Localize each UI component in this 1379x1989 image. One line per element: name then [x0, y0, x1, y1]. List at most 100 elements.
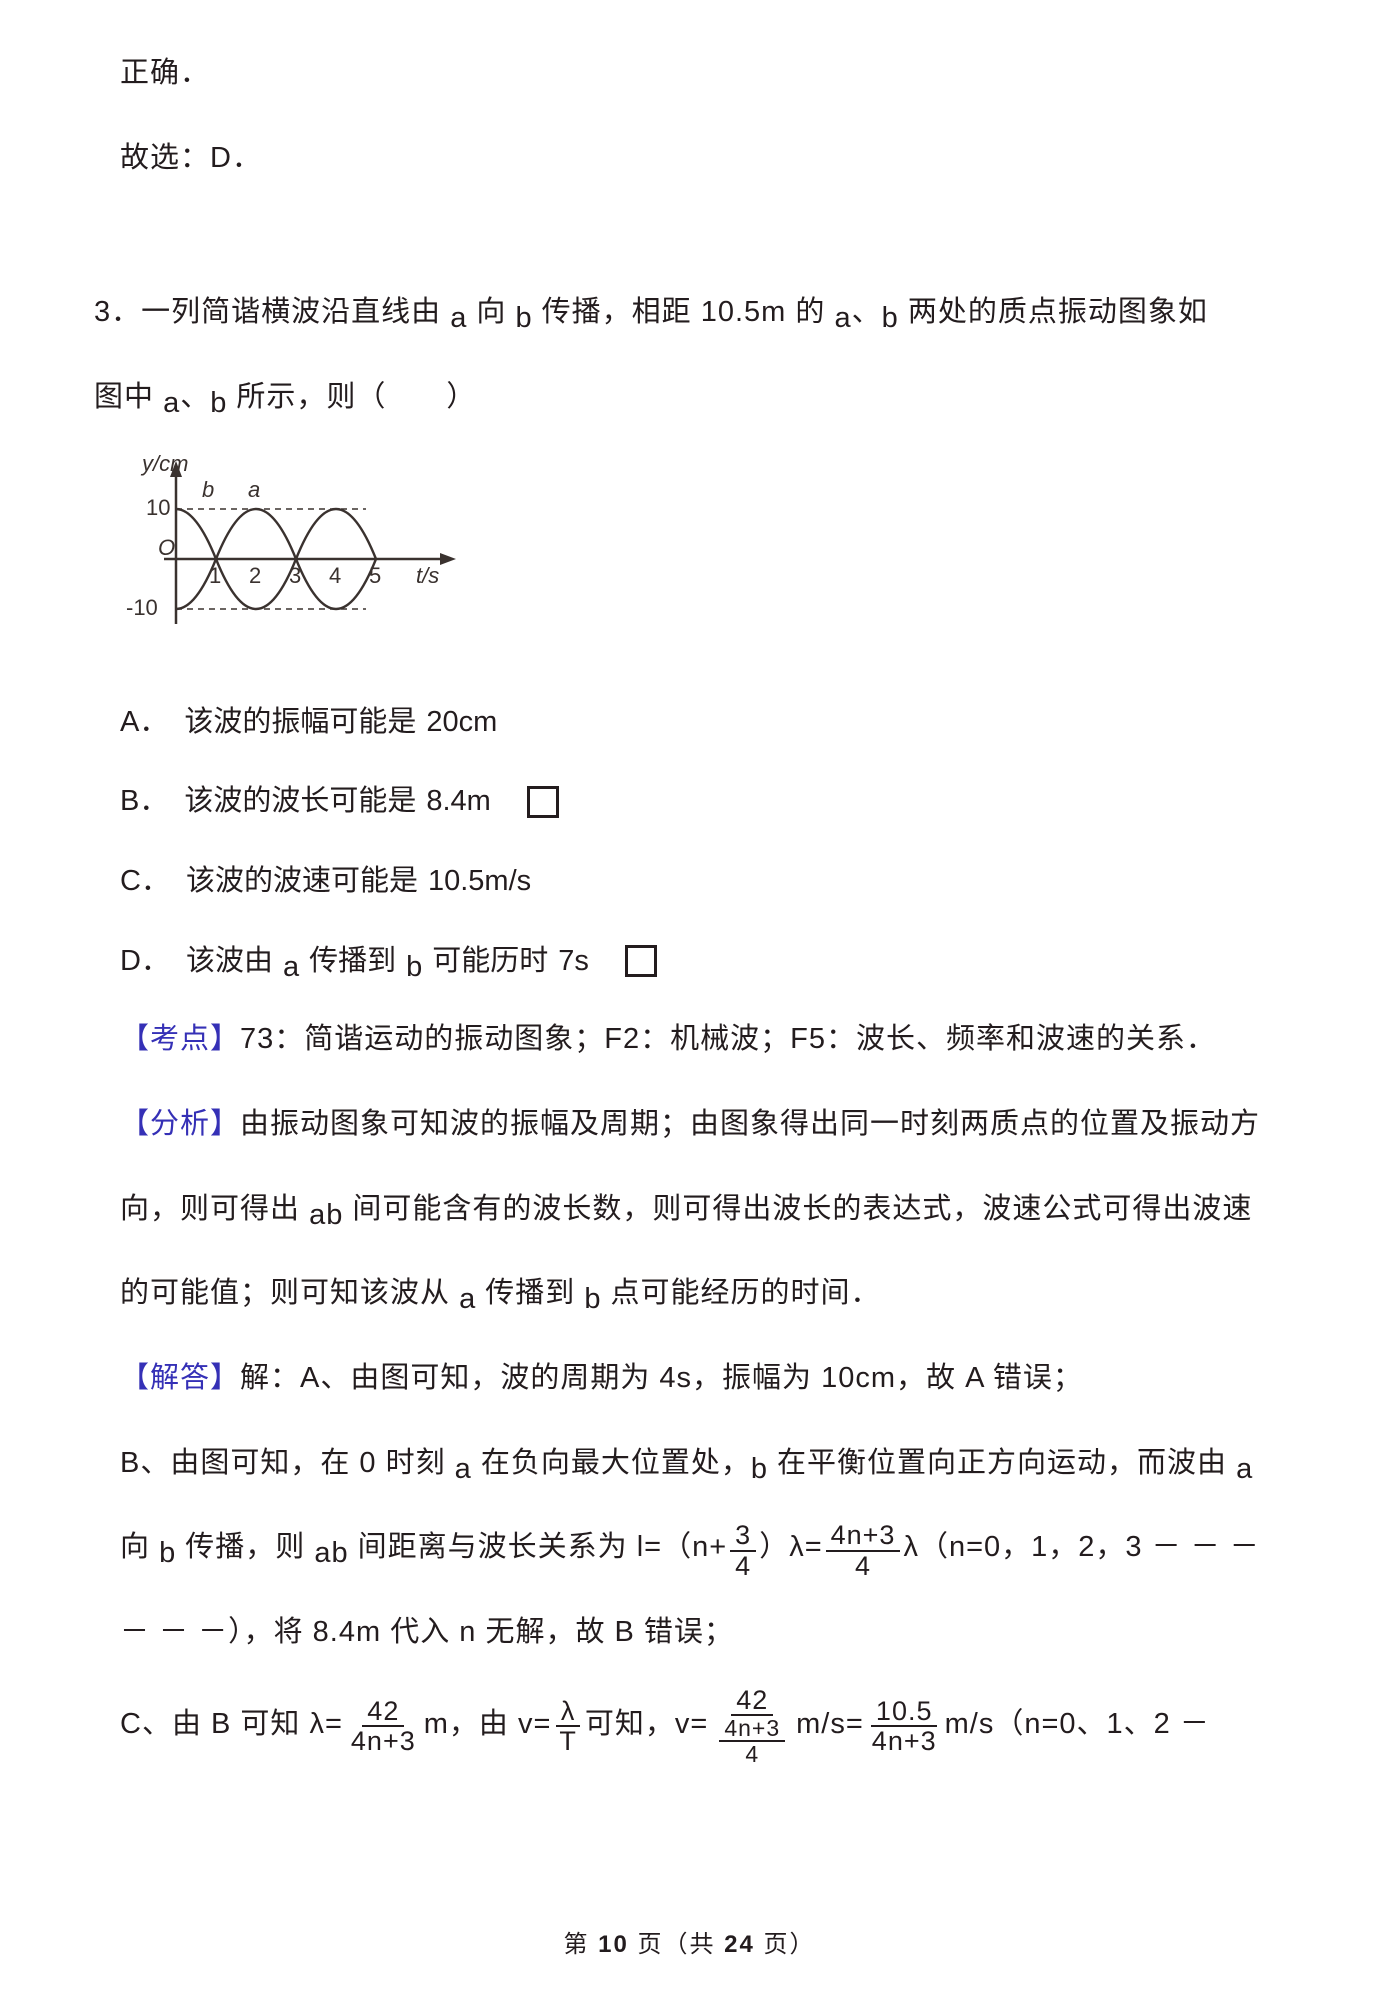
option-b: B． 该波的波长可能是 8.4m	[120, 767, 1279, 837]
jieda-b-l2: 向 b 传播，则 ab 间距离与波长关系为 l=（n+34）λ=4n+3 4 λ（n…	[120, 1514, 1279, 1581]
var-b7: b	[159, 1537, 176, 1569]
jb2: 在负向最大位置处，	[472, 1447, 751, 1479]
option-b-text: 该波的波长可能是	[184, 767, 416, 837]
wave-figure: y/cm 10 -10 O 1 2 3 4 5 t/s	[116, 449, 1279, 664]
q3-t6: 两处的质点振动图象如	[899, 296, 1208, 328]
x-axis-label: t/s	[416, 563, 439, 588]
option-a-value: 20cm	[426, 688, 497, 758]
xtick-5: 5	[369, 563, 381, 588]
option-c-text: 该波的波速可能是	[186, 847, 418, 917]
frac-den-nested: 4n+34	[711, 1716, 793, 1766]
fenxi-t2: 向，则可得出	[120, 1193, 309, 1225]
fenxi-t6: 点可能经历的时间．	[601, 1277, 880, 1309]
fenxi-t3: 间可能含有的波长数，则可得出波长的表达式，波速公式可得出波速	[343, 1193, 1252, 1225]
jb4: 向	[120, 1531, 159, 1563]
q3-dist: 10.5m	[701, 296, 787, 328]
frac-num: 42	[362, 1697, 404, 1727]
checkbox-icon	[527, 786, 559, 818]
frac-den: 4n+3	[867, 1727, 942, 1755]
footer-c: 页）	[755, 1931, 816, 1958]
option-b-label: B．	[120, 767, 168, 837]
curve-b-label: b	[202, 477, 214, 502]
wave-svg: y/cm 10 -10 O 1 2 3 4 5 t/s	[116, 449, 476, 659]
jieda-bracket: 【解答】	[120, 1362, 240, 1394]
jb6: 间距离与波长关系为 l=（n+	[349, 1531, 728, 1563]
fenxi-t1: 由振动图象可知波的振幅及周期；由图象得出同一时刻两质点的位置及振动方	[240, 1108, 1260, 1140]
jc2: m，由 v=	[424, 1691, 552, 1758]
option-a: A． 该波的振幅可能是 20cm	[120, 688, 1279, 758]
q3-number: 3．	[94, 296, 141, 328]
frac-nested: 42 4n+34	[711, 1686, 793, 1767]
var-a: a	[450, 302, 467, 334]
jb5: 传播，则	[176, 1531, 314, 1563]
option-c-value: 10.5m/s	[428, 847, 531, 917]
frac-den: 4n+3	[346, 1727, 421, 1755]
frac-num: 3	[730, 1521, 756, 1551]
q3-l2a: 图中	[94, 381, 163, 413]
frac-num: 10.5	[871, 1697, 938, 1727]
frac-105-4n3: 10.54n+3	[867, 1697, 942, 1756]
option-b-value: 8.4m	[426, 767, 490, 837]
answer-letter: D	[210, 142, 232, 174]
option-d-text-c: 可能历时	[432, 927, 548, 997]
jb7: ）λ=	[759, 1531, 822, 1563]
frac-num: 42	[731, 1686, 773, 1716]
option-d-text-b: 传播到	[309, 927, 396, 997]
option-d-value: 7s	[558, 927, 589, 997]
var-b4: b	[406, 933, 422, 1003]
jc5: m/s（n=0、1、2 －	[945, 1691, 1210, 1758]
jb3: 在平衡位置向正方向运动，而波由	[768, 1447, 1236, 1479]
q3-t1: 一列简谐横波沿直线由	[141, 296, 450, 328]
origin-label: O	[158, 535, 175, 560]
var-b5: b	[584, 1283, 601, 1315]
line-answer: 故选：D．	[120, 125, 1279, 192]
frac-42-4n3: 424n+3	[346, 1697, 421, 1756]
q3-l2b: 、	[180, 381, 210, 413]
jb9: － － －），将 8.4m 代入 n 无解，故 B 错误；	[120, 1616, 734, 1648]
frac-num: λ	[556, 1697, 581, 1727]
frac-lambda-t: λT	[554, 1697, 582, 1756]
frac-num: 4n+3	[826, 1521, 901, 1551]
jc4: m/s=	[796, 1691, 864, 1758]
frac-3-4: 34	[730, 1521, 756, 1580]
ytick-10: 10	[146, 495, 170, 520]
jb8: λ（n=0，1，2，3 － － －	[903, 1531, 1259, 1563]
footer-a: 第	[563, 1931, 598, 1958]
var-b6: b	[751, 1453, 768, 1485]
fenxi-line1: 【分析】由振动图象可知波的振幅及周期；由图象得出同一时刻两质点的位置及振动方	[120, 1091, 1279, 1158]
kaodian: 【考点】73：简谐运动的振动图象；F2：机械波；F5：波长、频率和波速的关系．	[120, 1006, 1279, 1073]
var-a7: a	[1236, 1453, 1253, 1485]
footer-pagenum: 10	[598, 1931, 629, 1958]
var-b: b	[515, 302, 532, 334]
kaodian-bracket: 【考点】	[120, 1023, 240, 1055]
line-correct: 正确．	[120, 40, 1279, 107]
var-ab2: ab	[314, 1537, 348, 1569]
var-b3: b	[210, 387, 227, 419]
var-a4: a	[283, 933, 299, 1003]
page-footer: 第 10 页（共 24 页）	[0, 1924, 1379, 1959]
fenxi-t5: 传播到	[476, 1277, 584, 1309]
fenxi-t4: 的可能值；则可知该波从	[120, 1277, 459, 1309]
var-b2: b	[882, 302, 899, 334]
q3-l2c: 所示，则（ ）	[227, 381, 476, 413]
footer-b: 页（共	[629, 1931, 724, 1958]
answer-prefix: 故选：	[120, 142, 210, 174]
var-a6: a	[455, 1453, 472, 1485]
q3-t4: 的	[786, 296, 834, 328]
frac-den: 4	[730, 1552, 756, 1580]
fenxi-line3: 的可能值；则可知该波从 a 传播到 b 点可能经历的时间．	[120, 1260, 1279, 1327]
answer-suffix: ．	[232, 142, 262, 174]
jc3: 可知，v=	[585, 1691, 708, 1758]
jieda-a: 【解答】解：A、由图可知，波的周期为 4s，振幅为 10cm，故 A 错误；	[120, 1345, 1279, 1412]
frac-den: 4	[740, 1742, 764, 1766]
jb1: B、由图可知，在 0 时刻	[120, 1447, 455, 1479]
frac-num: 4n+3	[719, 1716, 785, 1742]
jieda-b-l1: B、由图可知，在 0 时刻 a 在负向最大位置处，b 在平衡位置向正方向运动，而…	[120, 1430, 1279, 1497]
jieda-b-l3: － － －），将 8.4m 代入 n 无解，故 B 错误；	[120, 1599, 1279, 1666]
var-a3: a	[163, 387, 180, 419]
y-axis-label: y/cm	[140, 451, 188, 476]
q3-t3: 传播，相距	[533, 296, 701, 328]
kaodian-text: 73：简谐运动的振动图象；F2：机械波；F5：波长、频率和波速的关系．	[240, 1023, 1216, 1055]
xtick-4: 4	[329, 563, 341, 588]
option-d: D． 该波由 a 传播到 b 可能历时 7s	[120, 927, 1279, 997]
